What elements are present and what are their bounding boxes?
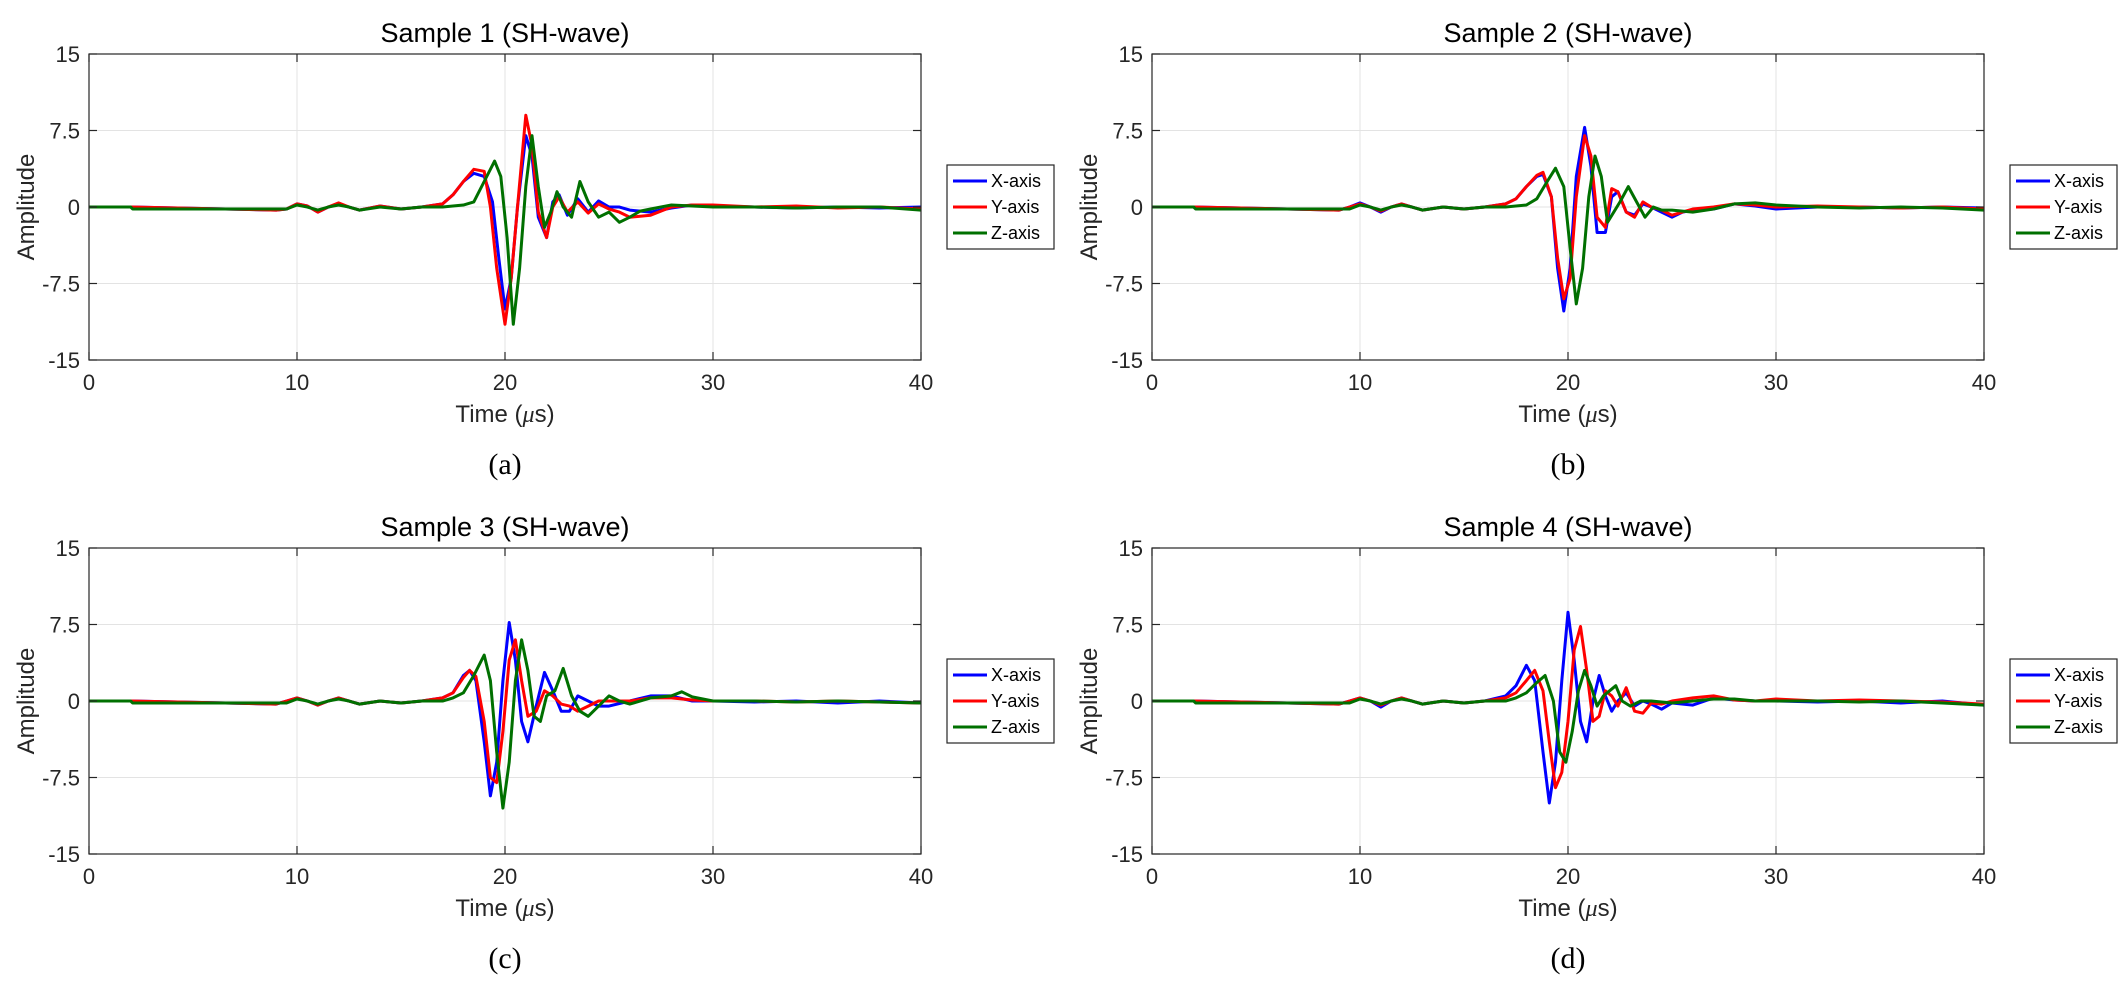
subfigure-caption: (d): [1551, 942, 1586, 975]
x-axis-label-text: Time (: [1518, 895, 1585, 922]
y-tick-label: 0: [68, 689, 80, 714]
x-axis-label: Time (μs): [455, 895, 554, 922]
x-axis-label: Time (μs): [1518, 401, 1617, 428]
y-axis-label: Amplitude: [1076, 154, 1103, 261]
legend-entry-label: X-axis: [991, 171, 1041, 191]
legend: X-axis Y-axis Z-axis: [946, 658, 1055, 744]
series-line-z-axis: [89, 638, 921, 810]
x-tick-label: 10: [285, 864, 309, 889]
legend: X-axis Y-axis Z-axis: [2009, 658, 2118, 744]
y-axis-label: Amplitude: [1076, 648, 1103, 755]
chart-title: Sample 1 (SH-wave): [380, 18, 629, 48]
y-tick-label: 0: [1131, 689, 1143, 714]
x-tick-label: 0: [1146, 370, 1158, 395]
y-tick-label: 15: [1119, 42, 1143, 67]
series-line-z-axis: [1152, 668, 1984, 764]
x-tick-label: 40: [1972, 864, 1996, 889]
series-line-z-axis: [89, 134, 921, 326]
y-tick-label: -15: [1111, 842, 1143, 867]
y-tick-label: 7.5: [1112, 613, 1143, 638]
x-axis-label-text: Time (: [455, 895, 522, 922]
y-tick-label: -15: [1111, 348, 1143, 373]
legend-entry-label: Y-axis: [991, 691, 1039, 711]
legend-entry-label: Z-axis: [991, 223, 1040, 243]
y-axis-label: Amplitude: [13, 648, 40, 755]
x-tick-label: 40: [1972, 370, 1996, 395]
subfigure-caption: (b): [1551, 448, 1586, 481]
chart-title: Sample 2 (SH-wave): [1443, 18, 1692, 48]
y-axis-label: Amplitude: [13, 154, 40, 261]
panel-sample-2: 0 10 20 30 40 -15 -7.5 0 7.5 15 Sample 2 (SH-wave)…: [1076, 18, 2118, 481]
x-axis-label-mu: μ: [522, 896, 535, 922]
x-axis-label: Time (μs): [1518, 895, 1617, 922]
legend-entry-label: Y-axis: [2054, 197, 2102, 217]
y-tick-label: 7.5: [49, 119, 80, 144]
legend-entry-label: Z-axis: [2054, 717, 2103, 737]
legend-entry-label: X-axis: [2054, 171, 2104, 191]
panel-sample-4: 0 10 20 30 40 -15 -7.5 0 7.5 15 Sample 4 (SH-wave)…: [1076, 512, 2118, 975]
x-axis-label: Time (μs): [455, 401, 554, 428]
y-tick-label: 15: [1119, 536, 1143, 561]
x-tick-label: 30: [701, 864, 725, 889]
y-tick-label: 7.5: [49, 613, 80, 638]
legend: X-axis Y-axis Z-axis: [2009, 164, 2118, 250]
panel-sample-3: 0 10 20 30 40 -15 -7.5 0 7.5 15 Sample 3 (SH-wave)…: [13, 512, 1055, 975]
series-line-z-axis: [1152, 154, 1984, 306]
x-tick-label: 20: [1556, 370, 1580, 395]
x-tick-label: 30: [1764, 370, 1788, 395]
y-tick-label: 0: [1131, 195, 1143, 220]
x-tick-label: 10: [285, 370, 309, 395]
y-tick-label: -7.5: [42, 766, 80, 791]
legend-entry-label: X-axis: [2054, 665, 2104, 685]
x-tick-label: 20: [493, 864, 517, 889]
y-tick-label: 15: [56, 42, 80, 67]
y-tick-label: -7.5: [1105, 272, 1143, 297]
subfigure-caption: (c): [488, 942, 521, 975]
y-tick-label: 7.5: [1112, 119, 1143, 144]
x-tick-label: 20: [493, 370, 517, 395]
x-axis-label-mu: μ: [522, 402, 535, 428]
panel-sample-1: 0 10 20 30 40 -15 -7.5 0 7.5 15 Sample 1 (SH-wave)…: [13, 18, 1055, 481]
x-tick-label: 30: [1764, 864, 1788, 889]
legend: X-axis Y-axis Z-axis: [946, 164, 1055, 250]
x-axis-label-unit: s): [535, 401, 555, 428]
y-tick-label: -15: [48, 348, 80, 373]
legend-entry-label: Y-axis: [2054, 691, 2102, 711]
x-tick-label: 0: [83, 864, 95, 889]
x-tick-label: 10: [1348, 864, 1372, 889]
x-axis-label-text: Time (: [1518, 401, 1585, 428]
x-tick-label: 40: [909, 864, 933, 889]
y-tick-label: -7.5: [42, 272, 80, 297]
chart-title: Sample 3 (SH-wave): [380, 512, 629, 542]
chart-title: Sample 4 (SH-wave): [1443, 512, 1692, 542]
x-axis-label-unit: s): [535, 895, 555, 922]
x-axis-label-mu: μ: [1585, 402, 1598, 428]
x-axis-label-mu: μ: [1585, 896, 1598, 922]
x-axis-label-unit: s): [1598, 401, 1618, 428]
x-tick-label: 10: [1348, 370, 1372, 395]
x-tick-label: 40: [909, 370, 933, 395]
legend-entry-label: Z-axis: [991, 717, 1040, 737]
x-tick-label: 0: [83, 370, 95, 395]
y-tick-label: 15: [56, 536, 80, 561]
legend-entry-label: X-axis: [991, 665, 1041, 685]
legend-entry-label: Z-axis: [2054, 223, 2103, 243]
y-tick-label: 0: [68, 195, 80, 220]
subfigure-caption: (a): [488, 448, 521, 481]
y-tick-label: -15: [48, 842, 80, 867]
x-tick-label: 20: [1556, 864, 1580, 889]
legend-entry-label: Y-axis: [991, 197, 1039, 217]
x-tick-label: 30: [701, 370, 725, 395]
x-axis-label-unit: s): [1598, 895, 1618, 922]
y-tick-label: -7.5: [1105, 766, 1143, 791]
x-axis-label-text: Time (: [455, 401, 522, 428]
x-tick-label: 0: [1146, 864, 1158, 889]
